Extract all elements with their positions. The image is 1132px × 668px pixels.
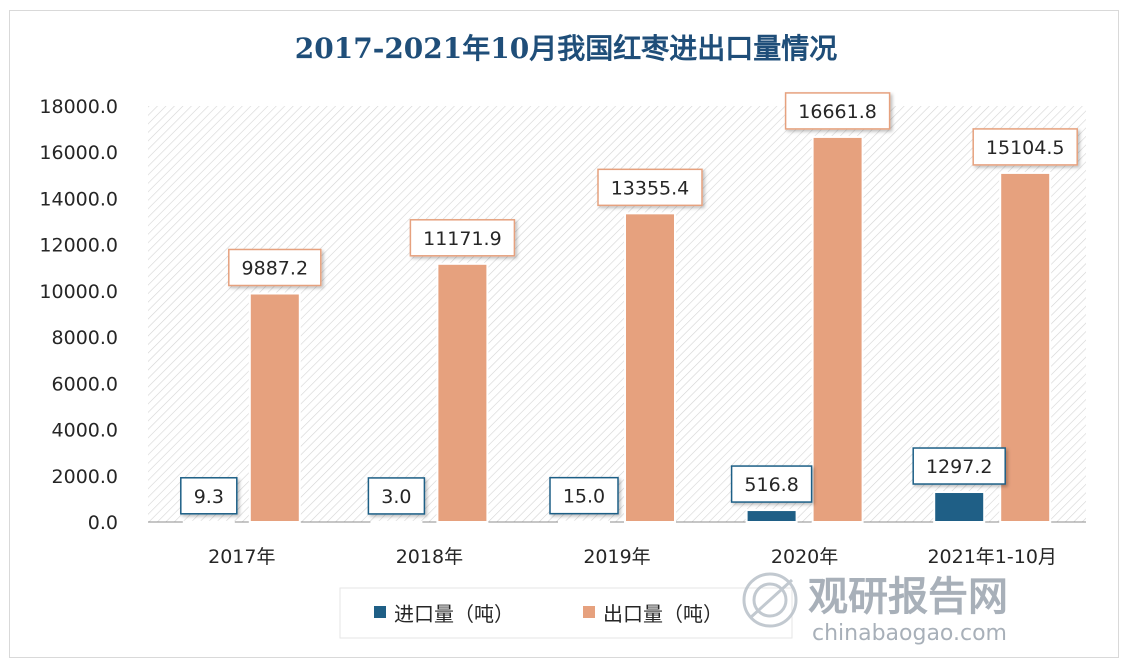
- legend: 进口量（吨） 出口量（吨）: [339, 587, 793, 639]
- y-tick-label: 6000.0: [52, 373, 118, 395]
- y-tick-label: 0.0: [88, 512, 118, 534]
- data-label-box: [730, 465, 813, 503]
- legend-swatch-export: [583, 606, 595, 618]
- legend-label-import: 进口量（吨）: [394, 602, 514, 626]
- data-label-box: [549, 476, 619, 515]
- y-tick-label: 2000.0: [52, 466, 118, 488]
- data-label-export: 16661.8: [784, 92, 891, 130]
- watermark-logo-icon: [742, 572, 798, 628]
- data-label-text: 9887.2: [242, 257, 308, 279]
- y-tick-label: 8000.0: [52, 327, 118, 349]
- data-label-text: 1297.2: [926, 456, 992, 478]
- bar-import: [933, 491, 986, 523]
- data-label-import: 516.8: [730, 465, 813, 503]
- data-label-text: 11171.9: [423, 228, 502, 250]
- bar-export: [624, 212, 676, 524]
- data-label-text: 16661.8: [798, 101, 877, 123]
- data-label-box: [597, 168, 703, 207]
- watermark-url: chinabaogao.com: [812, 621, 1007, 646]
- y-axis-ticks: 0.0 2000.0 4000.0 6000.0 8000.0 10000.0 12000.…: [39, 96, 118, 534]
- data-label-box: [367, 477, 426, 515]
- bar-import: [745, 509, 798, 524]
- data-label-box: [409, 219, 516, 257]
- data-label-export: 15104.5: [972, 128, 1078, 166]
- legend-label-export: 出口量（吨）: [603, 602, 723, 626]
- x-tick-label: 2018年: [396, 546, 463, 568]
- data-label-text: 13355.4: [611, 177, 690, 199]
- data-label-text: 15.0: [563, 486, 605, 508]
- data-labels: 9.3 9887.2 3.0 11171.9 15.0 13355.4 516.8 16661…: [180, 92, 1078, 515]
- data-label-import: 9.3: [180, 477, 238, 515]
- data-label-box: [784, 92, 891, 130]
- data-label-text: 516.8: [744, 474, 798, 496]
- bars: [182, 135, 1052, 524]
- x-tick-label: 2021年1-10月: [927, 546, 1056, 568]
- legend-swatch-import: [374, 606, 386, 618]
- y-tick-label: 14000.0: [39, 188, 118, 210]
- data-label-box: [972, 128, 1078, 166]
- x-tick-label: 2019年: [583, 546, 650, 568]
- bar-export: [811, 135, 864, 524]
- data-label-text: 3.0: [381, 486, 411, 508]
- x-axis-labels: 2017年 2018年 2019年 2020年 2021年1-10月: [208, 546, 1057, 568]
- y-tick-label: 10000.0: [39, 281, 118, 303]
- watermark-brand: 观研报告网: [808, 574, 1008, 620]
- data-label-import: 3.0: [367, 477, 426, 515]
- bar-export: [436, 262, 489, 523]
- x-tick-label: 2020年: [771, 546, 838, 568]
- data-label-export: 9887.2: [228, 248, 322, 287]
- data-label-text: 15104.5: [986, 137, 1065, 159]
- data-label-box: [180, 477, 238, 515]
- chart-title: 2017-2021年10月我国红枣进出口量情况: [295, 32, 837, 65]
- data-label-import: 15.0: [549, 476, 619, 515]
- y-tick-label: 16000.0: [39, 142, 118, 164]
- x-tick-label: 2017年: [208, 546, 275, 568]
- y-tick-label: 18000.0: [39, 96, 118, 118]
- data-label-text: 9.3: [194, 486, 224, 508]
- data-label-box: [912, 447, 1006, 485]
- data-label-export: 11171.9: [409, 219, 516, 257]
- bar-export: [248, 292, 301, 523]
- watermark: 观研报告网 chinabaogao.com: [742, 572, 1008, 646]
- y-tick-label: 4000.0: [52, 420, 118, 442]
- data-label-export: 13355.4: [597, 168, 703, 207]
- y-tick-label: 12000.0: [39, 235, 118, 257]
- data-label-import: 1297.2: [912, 447, 1006, 485]
- data-label-box: [228, 248, 322, 287]
- bar-export: [999, 171, 1052, 524]
